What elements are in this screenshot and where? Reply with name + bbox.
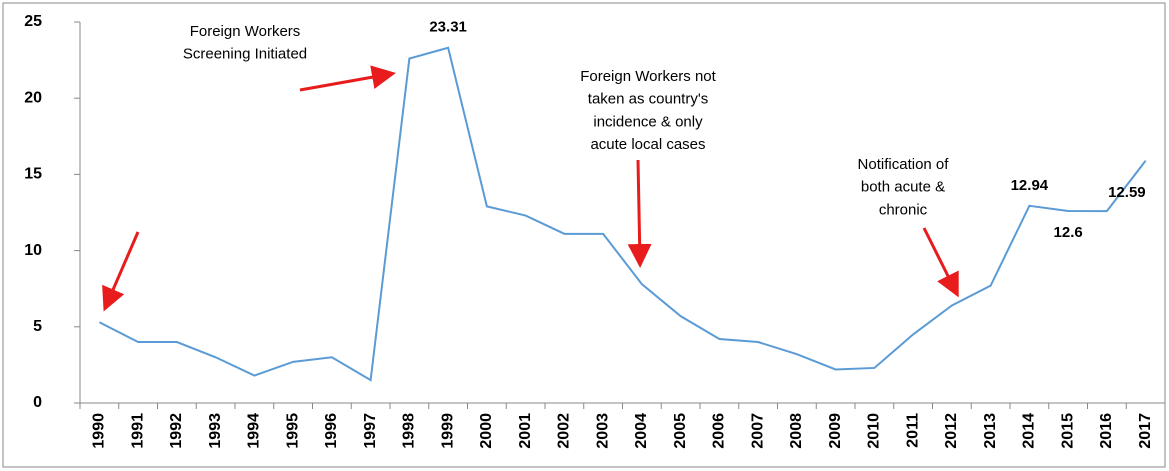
annotation: Foreign Workers (190, 23, 301, 40)
y-tick-label: 15 (24, 166, 42, 183)
x-tick-label: 1991 (129, 413, 146, 449)
x-tick-label: 1999 (439, 413, 456, 449)
x-tick-label: 2012 (943, 413, 960, 449)
x-tick-label: 2015 (1059, 413, 1076, 449)
x-tick-label: 2006 (711, 413, 728, 449)
x-tick-label: 1997 (362, 413, 379, 449)
x-tick-label: 1998 (401, 413, 418, 449)
x-tick-label: 2016 (1098, 413, 1115, 449)
x-tick-label: 2010 (866, 413, 883, 449)
x-tick-label: 1992 (168, 413, 185, 449)
x-tick-label: 1996 (323, 413, 340, 449)
annotation: Foreign Workers not (580, 68, 716, 85)
annotation: acute local cases (590, 136, 705, 153)
x-tick-label: 2005 (672, 413, 689, 449)
y-tick-label: 5 (33, 318, 42, 335)
x-tick-label: 1993 (207, 413, 224, 449)
x-tick-label: 2003 (594, 413, 611, 449)
annotation: both acute & (861, 179, 945, 196)
x-tick-label: 2017 (1137, 413, 1154, 449)
annotation: Screening Initiated (183, 46, 307, 63)
x-tick-label: 2011 (904, 413, 921, 448)
data-label: 23.31 (429, 19, 467, 36)
x-tick-label: 2013 (982, 413, 999, 449)
arrow (102, 231, 140, 312)
data-label: 12.6 (1054, 224, 1083, 241)
x-tick-label: 1994 (246, 413, 263, 449)
annotation: taken as country's (588, 91, 708, 108)
x-tick-label: 2008 (788, 413, 805, 449)
y-tick-label: 0 (33, 394, 42, 411)
x-tick-label: 1995 (284, 413, 301, 449)
x-tick-label: 2001 (517, 413, 534, 449)
x-tick-label: 2000 (478, 413, 495, 449)
annotation: incidence & only (593, 113, 703, 130)
arrow (922, 227, 959, 298)
data-label: 12.59 (1108, 184, 1146, 201)
annotation: Notification of (858, 156, 950, 173)
x-tick-label: 2007 (749, 413, 766, 449)
y-tick-label: 10 (24, 242, 42, 259)
x-tick-label: 2004 (633, 413, 650, 449)
arrow (627, 159, 652, 268)
x-tick-label: 2009 (827, 413, 844, 449)
line (98, 46, 1147, 382)
x-tick-label: 2002 (556, 413, 573, 449)
x-tick-label: 2014 (1021, 413, 1038, 449)
y-tick-label: 20 (24, 89, 42, 106)
arrow (299, 65, 396, 92)
x-tick-label: 1990 (91, 413, 108, 449)
data-label: 12.94 (1011, 177, 1049, 194)
y-tick-label: 25 (24, 13, 42, 30)
annotation: chronic (879, 201, 928, 218)
